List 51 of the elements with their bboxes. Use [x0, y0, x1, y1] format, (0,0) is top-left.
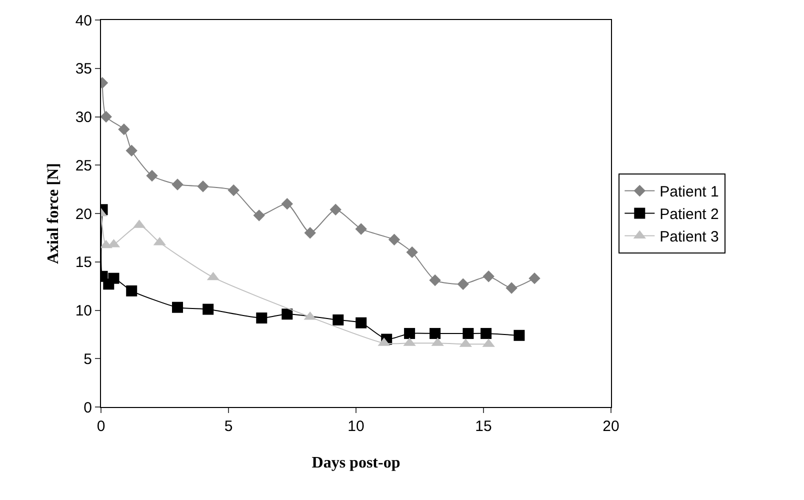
point: [118, 123, 130, 136]
point: [480, 328, 492, 339]
point: [355, 223, 367, 235]
y-tick-label: 0: [84, 399, 92, 416]
y-tick-label: 30: [75, 109, 92, 126]
x-tick-label: 0: [96, 418, 106, 435]
point: [330, 204, 342, 216]
point: [108, 272, 120, 284]
point: [256, 312, 268, 324]
point: [253, 210, 265, 222]
x-tick-label: 5: [224, 418, 233, 435]
point: [126, 285, 138, 296]
point: [457, 278, 469, 290]
point: [332, 314, 344, 326]
y-tick-label: 10: [75, 302, 92, 320]
y-tick-label: 35: [75, 60, 92, 78]
point: [228, 184, 240, 196]
y-axis-title: Axial force [N]: [45, 163, 62, 264]
point: [101, 110, 112, 123]
point: [388, 234, 400, 246]
y-tick-label: 5: [84, 350, 92, 368]
y-tick-label: 20: [75, 206, 92, 223]
x-tick-label: 10: [348, 418, 364, 435]
point: [430, 328, 441, 339]
legend-label: Patient 1: [660, 184, 719, 201]
point: [356, 317, 367, 328]
point: [429, 274, 441, 286]
legend-label: Patient 2: [660, 206, 719, 224]
point: [528, 272, 540, 284]
point: [172, 302, 183, 313]
x-tick-label: 20: [602, 418, 620, 435]
point: [281, 198, 293, 210]
point: [304, 227, 316, 239]
x-tick-label: 15: [475, 418, 492, 435]
point: [202, 304, 214, 315]
point: [482, 270, 494, 282]
x-axis-title: Days post-op: [312, 454, 400, 472]
point: [146, 170, 158, 182]
point: [404, 328, 416, 339]
y-tick-label: 15: [75, 254, 92, 272]
point: [406, 246, 418, 258]
point: [514, 330, 525, 341]
point: [506, 282, 518, 294]
legend-label: Patient 3: [660, 228, 719, 246]
point: [282, 308, 293, 320]
point: [462, 328, 474, 339]
point: [126, 144, 138, 156]
y-tick-label: 40: [75, 12, 92, 30]
point: [172, 178, 184, 190]
y-tick-label: 25: [75, 157, 92, 174]
point: [197, 180, 209, 192]
